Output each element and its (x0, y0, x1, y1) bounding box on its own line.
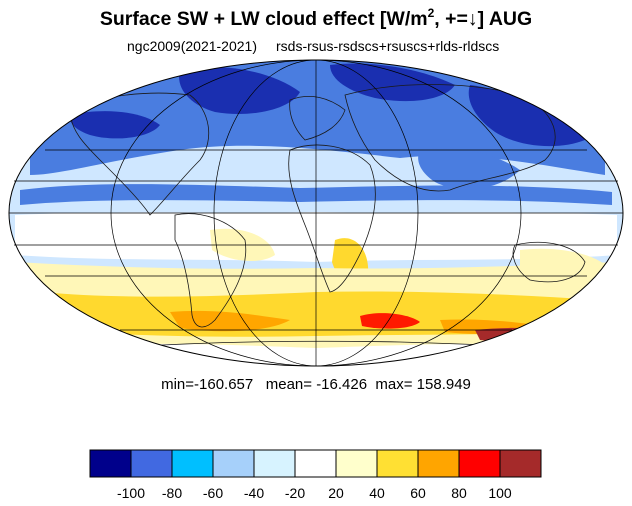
globe-outline (8, 59, 624, 367)
field-siberia-deep (330, 63, 455, 102)
plot-title: Surface SW + LW cloud effect [W/m2, +=↓]… (0, 6, 632, 31)
colorbar-label: -100 (117, 485, 145, 501)
title-tail: , +=↓] AUG (434, 8, 533, 30)
colorbar-box (253, 449, 296, 478)
coastline-north-america (69, 92, 209, 216)
experiment-label: ngc2009(2021-2021) (127, 38, 257, 54)
colorbar-label: 60 (410, 485, 426, 501)
coastline-south-america (174, 213, 247, 328)
coastline-australia (512, 241, 586, 283)
field-southern-strong-positive (170, 310, 290, 332)
title-superscript: 2 (427, 6, 435, 20)
colorbar-box (212, 449, 255, 478)
colorbar-box (89, 449, 132, 478)
graticule (9, 59, 623, 367)
coastline-europe (289, 96, 346, 141)
coastline-asia (344, 84, 556, 192)
colorbar-box (458, 449, 501, 478)
field-asia-monsoon (418, 148, 520, 190)
colorbar-label: 40 (369, 485, 385, 501)
colorbar-box (294, 449, 337, 478)
colorbar-box (335, 449, 378, 478)
field-south-atlantic-max (360, 313, 420, 329)
colorbar-box (417, 449, 460, 478)
colorbar-label: -60 (203, 485, 223, 501)
colorbar-label: -40 (244, 485, 264, 501)
colorbar-box (499, 449, 542, 478)
colorbar-box (376, 449, 419, 478)
field-north-pacific-deep (468, 85, 585, 147)
colorbar-labels: -100 -80 -60 -40 -20 20 40 60 80 100 (117, 485, 512, 501)
colorbar-label: -80 (162, 485, 182, 501)
colorbar-boxes (89, 449, 542, 478)
colorbar-label: 80 (451, 485, 467, 501)
colorbar-label: 20 (328, 485, 344, 501)
colorbar-box (130, 449, 173, 478)
field-east-pacific-deep (69, 111, 160, 139)
colorbar-label: 100 (488, 485, 512, 501)
coastline-africa (288, 144, 376, 293)
variable-formula: rsds-rsus-rsdscs+rsuscs+rlds-rldscs (276, 38, 500, 54)
colorbar-label: -20 (285, 485, 305, 501)
field-north-atlantic-deep (179, 66, 300, 114)
stats-line: min=-160.657 mean= -16.426 max= 158.949 (161, 376, 471, 393)
colorbar-box (171, 449, 214, 478)
field-arctic-negative (30, 60, 605, 175)
title-main: Surface SW + LW cloud effect [W/m (99, 8, 428, 30)
